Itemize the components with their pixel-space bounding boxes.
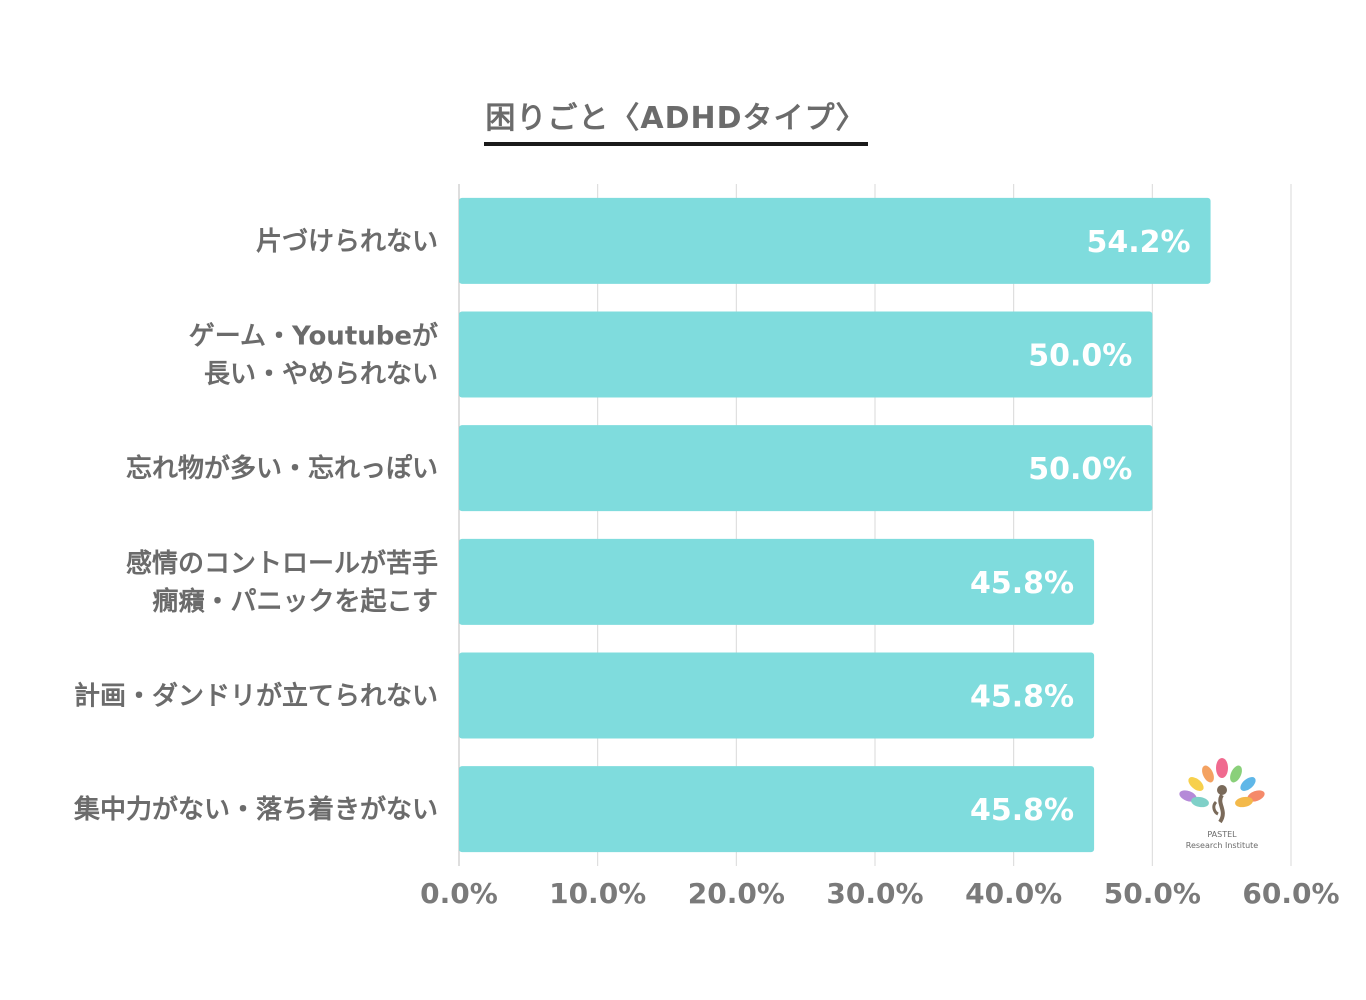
category-label: 集中力がない・落ち着きがない	[73, 794, 438, 825]
chart-title-wrap: 困りごと〈ADHDタイプ〉	[484, 88, 868, 146]
bars: 54.2% 50.0% 50.0% 45.8% 45.8% 45.8%	[459, 197, 1211, 853]
bar-value-label: 50.0%	[1028, 339, 1132, 374]
x-tick-label: 20.0%	[688, 877, 785, 910]
category-label: ゲーム・Youtubeが	[189, 321, 438, 352]
bar	[459, 538, 1095, 625]
pastel-logo: PASTEL Research Institute	[1179, 758, 1265, 850]
bar	[459, 197, 1211, 284]
category-label: 長い・やめられない	[204, 360, 438, 390]
logo-mark	[1179, 758, 1265, 824]
bar	[459, 652, 1095, 739]
bar	[459, 425, 1153, 512]
category-label: 感情のコントロールが苦手	[126, 548, 438, 579]
bar-value-label: 45.8%	[970, 793, 1074, 828]
bar-value-label: 45.8%	[970, 680, 1074, 715]
grid-lines	[458, 184, 1292, 866]
x-tick-label: 30.0%	[826, 877, 923, 910]
x-tick-label: 40.0%	[965, 877, 1062, 910]
bar-value-label: 45.8%	[970, 566, 1074, 601]
x-tick-label: 50.0%	[1104, 877, 1201, 910]
category-labels: 片づけられないゲーム・Youtubeが長い・やめられない忘れ物が多い・忘れっぽい…	[73, 227, 438, 825]
category-label: 忘れ物が多い・忘れっぽい	[126, 453, 438, 484]
x-tick-label: 10.0%	[549, 877, 646, 910]
bar-value-label: 50.0%	[1028, 452, 1132, 487]
x-tick-labels: 0.0% 10.0% 20.0% 30.0% 40.0% 50.0% 60.0%	[420, 877, 1339, 910]
chart-title: 困りごと〈ADHDタイプ〉	[485, 101, 867, 136]
logo-text-line1: PASTEL	[1207, 830, 1237, 839]
bar	[459, 311, 1153, 398]
bar	[459, 766, 1095, 853]
x-tick-label: 0.0%	[420, 877, 498, 910]
logo-text-line2: Research Institute	[1186, 841, 1259, 850]
category-label: 癇癪・パニックを起こす	[153, 586, 438, 617]
bar-value-label: 54.2%	[1086, 225, 1190, 260]
category-label: 片づけられない	[256, 227, 438, 257]
category-label: 計画・ダンドリが立てられない	[74, 681, 438, 712]
x-tick-label: 60.0%	[1242, 877, 1339, 910]
